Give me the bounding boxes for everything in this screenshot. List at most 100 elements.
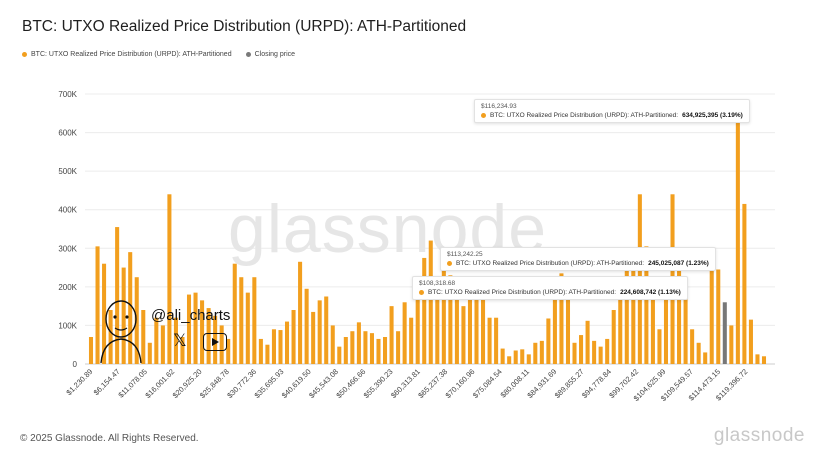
legend-item-urpd[interactable]: BTC: UTXO Realized Price Distribution (U… [22,51,232,58]
urpd-bar[interactable] [383,337,388,364]
urpd-bar[interactable] [389,306,394,364]
urpd-bar[interactable] [409,317,414,364]
urpd-bar[interactable] [526,354,531,364]
urpd-bar[interactable] [278,330,283,364]
urpd-bar[interactable] [141,310,146,364]
urpd-bar[interactable] [88,337,94,364]
urpd-bar[interactable] [435,279,440,364]
urpd-bar[interactable] [533,342,538,364]
urpd-bar[interactable] [657,329,662,364]
urpd-bar[interactable] [644,246,649,364]
urpd-bar[interactable] [180,337,185,364]
urpd-bar[interactable] [611,310,616,364]
urpd-bar[interactable] [454,296,459,365]
urpd-bar[interactable] [565,286,571,364]
urpd-bar[interactable] [402,302,407,364]
urpd-bar[interactable] [415,286,420,364]
urpd-bar[interactable] [742,203,747,364]
urpd-bar[interactable] [186,294,192,364]
urpd-bar[interactable] [134,277,139,364]
urpd-bar[interactable] [317,300,322,364]
urpd-bar[interactable] [173,317,178,364]
urpd-bar[interactable] [239,277,244,364]
urpd-bar[interactable] [369,333,374,364]
urpd-bar[interactable] [396,331,401,364]
urpd-bar[interactable] [422,257,427,364]
urpd-bar[interactable] [467,277,472,364]
urpd-bar[interactable] [376,338,381,364]
urpd-bar[interactable] [265,344,270,364]
urpd-bar[interactable] [592,340,597,364]
urpd-bar[interactable] [696,342,701,364]
urpd-bar[interactable] [226,338,231,364]
urpd-bar[interactable] [291,310,296,364]
urpd-bar[interactable] [650,286,655,364]
urpd-bar[interactable] [258,338,263,364]
urpd-bar[interactable] [200,300,205,364]
urpd-bar[interactable] [330,325,335,364]
urpd-bar[interactable] [572,342,577,364]
urpd-bar[interactable] [441,265,446,364]
urpd-bar[interactable] [219,325,224,364]
urpd-bar[interactable] [487,317,492,364]
urpd-bar[interactable] [500,348,505,364]
urpd-bar[interactable] [748,319,753,364]
urpd-bar[interactable] [343,337,348,364]
urpd-bar[interactable] [245,292,250,364]
urpd-bar[interactable] [128,252,133,364]
urpd-bar[interactable] [605,338,610,364]
urpd-bar[interactable] [121,267,126,364]
urpd-bar[interactable] [448,275,453,364]
urpd-bar[interactable] [160,325,165,364]
urpd-bar[interactable] [559,273,564,364]
urpd-bar[interactable] [271,329,276,364]
urpd-bar[interactable] [154,317,159,364]
urpd-bar[interactable] [252,277,257,364]
urpd-bar[interactable] [167,194,172,364]
urpd-bar[interactable] [147,342,152,364]
urpd-bar[interactable] [481,296,486,365]
urpd-bar[interactable] [585,320,590,364]
urpd-bar[interactable] [520,349,525,364]
urpd-bar[interactable] [298,261,303,364]
urpd-bar[interactable] [690,329,695,364]
urpd-bar[interactable] [703,352,708,364]
urpd-bar[interactable] [206,308,211,364]
urpd-bar[interactable] [631,248,636,364]
urpd-bar[interactable] [598,346,603,364]
urpd-bar[interactable] [729,325,734,364]
urpd-bar[interactable] [683,283,688,364]
urpd-bar[interactable] [115,227,120,364]
urpd-bar[interactable] [735,119,740,364]
urpd-bar[interactable] [232,263,237,364]
urpd-bar[interactable] [761,356,767,364]
urpd-bar[interactable] [618,279,623,364]
urpd-bar[interactable] [507,356,512,364]
urpd-bar[interactable] [324,296,329,365]
urpd-bar[interactable] [677,259,682,364]
urpd-bar[interactable] [474,279,479,364]
urpd-bar[interactable] [311,311,316,364]
urpd-bar[interactable] [108,310,113,364]
urpd-bar[interactable] [716,269,721,365]
urpd-bar[interactable] [552,286,557,364]
urpd-bar[interactable] [709,261,714,364]
urpd-bar[interactable] [755,354,760,364]
urpd-bar[interactable] [193,292,198,364]
urpd-bar[interactable] [337,346,342,364]
urpd-bar[interactable] [624,269,629,365]
legend-item-closing[interactable]: Closing price [245,51,295,58]
closing-price-bar[interactable] [722,302,727,364]
urpd-bar[interactable] [494,317,499,364]
urpd-bar[interactable] [284,321,290,364]
urpd-bar[interactable] [102,263,107,364]
urpd-bar[interactable] [539,340,544,364]
urpd-bar[interactable] [356,322,361,364]
urpd-bar[interactable] [579,335,584,364]
urpd-bar[interactable] [350,331,355,364]
urpd-bar[interactable] [428,240,433,364]
urpd-bar[interactable] [95,246,100,364]
urpd-bar[interactable] [461,306,466,364]
urpd-bar[interactable] [546,318,551,364]
urpd-bar[interactable] [304,288,309,364]
